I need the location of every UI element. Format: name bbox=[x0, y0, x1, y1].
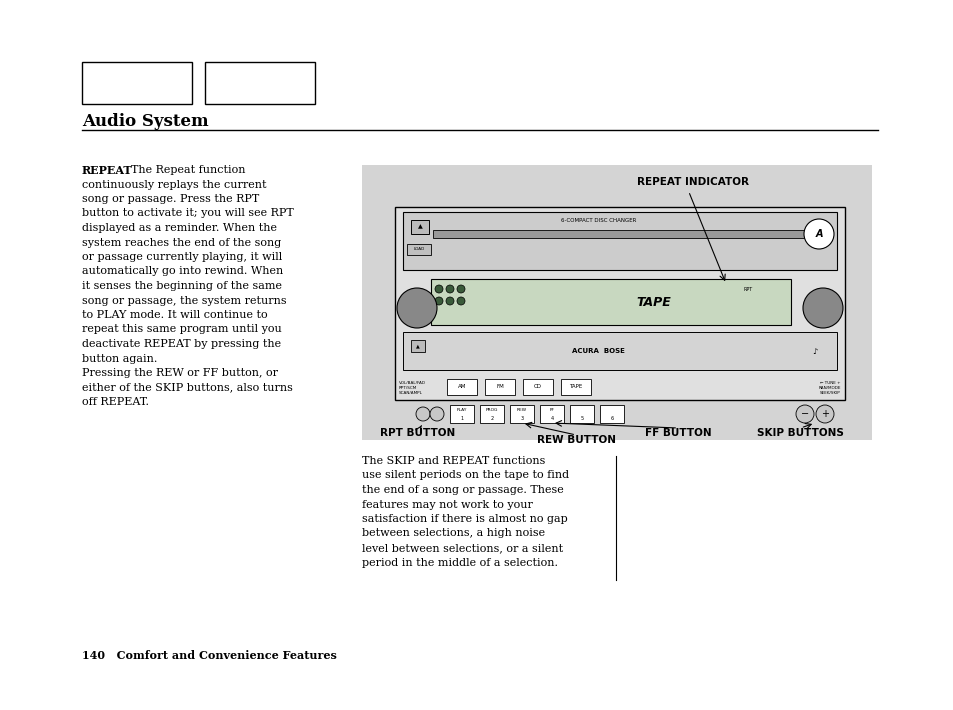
Text: 4: 4 bbox=[550, 415, 553, 420]
Text: song or passage. Press the RPT: song or passage. Press the RPT bbox=[82, 194, 259, 204]
Text: song or passage, the system returns: song or passage, the system returns bbox=[82, 295, 286, 305]
Bar bbox=[402, 212, 836, 270]
Bar bbox=[82, 62, 192, 104]
Text: automatically go into rewind. When: automatically go into rewind. When bbox=[82, 266, 283, 276]
Text: TAPE: TAPE bbox=[569, 385, 582, 390]
Bar bbox=[402, 332, 836, 370]
Bar bbox=[510, 405, 534, 423]
Text: VOL/BAL/FAD
RPT/SCM
SCAN/AMPL: VOL/BAL/FAD RPT/SCM SCAN/AMPL bbox=[398, 381, 426, 395]
Text: system reaches the end of the song: system reaches the end of the song bbox=[82, 238, 281, 248]
Circle shape bbox=[456, 285, 464, 293]
Circle shape bbox=[802, 288, 842, 328]
Text: Audio System: Audio System bbox=[82, 113, 209, 130]
Text: satisfaction if there is almost no gap: satisfaction if there is almost no gap bbox=[361, 514, 567, 524]
Bar bbox=[450, 405, 474, 423]
Circle shape bbox=[416, 407, 430, 421]
Bar bbox=[205, 62, 314, 104]
Text: button to activate it; you will see RPT: button to activate it; you will see RPT bbox=[82, 209, 294, 219]
Text: button again.: button again. bbox=[82, 354, 157, 364]
Text: features may not work to your: features may not work to your bbox=[361, 500, 533, 510]
Text: continuously replays the current: continuously replays the current bbox=[82, 180, 266, 190]
Text: the end of a song or passage. These: the end of a song or passage. These bbox=[361, 485, 563, 495]
Text: ▲: ▲ bbox=[416, 344, 419, 349]
Text: +: + bbox=[821, 409, 828, 419]
Text: FF BUTTON: FF BUTTON bbox=[644, 428, 711, 438]
Text: LOAD: LOAD bbox=[413, 247, 424, 251]
Text: 1: 1 bbox=[460, 415, 463, 420]
Circle shape bbox=[430, 407, 443, 421]
Circle shape bbox=[435, 285, 442, 293]
Bar bbox=[433, 230, 811, 238]
Bar bbox=[569, 405, 594, 423]
Bar bbox=[395, 207, 844, 400]
Text: level between selections, or a silent: level between selections, or a silent bbox=[361, 543, 562, 553]
Circle shape bbox=[815, 405, 833, 423]
Bar bbox=[361, 165, 871, 440]
Text: ♪: ♪ bbox=[811, 346, 817, 356]
Text: 6: 6 bbox=[610, 415, 613, 420]
Bar bbox=[411, 340, 424, 352]
Circle shape bbox=[435, 297, 442, 305]
Text: ACURA  BOSE: ACURA BOSE bbox=[571, 348, 624, 354]
Text: 5: 5 bbox=[579, 415, 583, 420]
Bar bbox=[484, 379, 515, 395]
Text: repeat this same program until you: repeat this same program until you bbox=[82, 324, 281, 334]
Text: 3: 3 bbox=[520, 415, 523, 420]
Bar bbox=[431, 279, 790, 325]
Text: CD: CD bbox=[534, 385, 541, 390]
Circle shape bbox=[446, 285, 454, 293]
Text: REW: REW bbox=[517, 408, 526, 412]
Text: displayed as a reminder. When the: displayed as a reminder. When the bbox=[82, 223, 276, 233]
Circle shape bbox=[396, 288, 436, 328]
Text: REPEAT INDICATOR: REPEAT INDICATOR bbox=[637, 177, 749, 187]
Text: it senses the beginning of the same: it senses the beginning of the same bbox=[82, 281, 282, 291]
Text: use silent periods on the tape to find: use silent periods on the tape to find bbox=[361, 471, 569, 481]
Circle shape bbox=[446, 297, 454, 305]
Text: FF: FF bbox=[549, 408, 554, 412]
Bar bbox=[407, 244, 431, 255]
Text: ▲: ▲ bbox=[417, 224, 422, 229]
Text: Pressing the REW or FF button, or: Pressing the REW or FF button, or bbox=[82, 368, 277, 378]
Text: period in the middle of a selection.: period in the middle of a selection. bbox=[361, 557, 558, 567]
Text: either of the SKIP buttons, also turns: either of the SKIP buttons, also turns bbox=[82, 383, 293, 393]
Bar bbox=[560, 379, 590, 395]
Text: FM: FM bbox=[496, 385, 503, 390]
Text: The Repeat function: The Repeat function bbox=[117, 165, 245, 175]
Circle shape bbox=[456, 297, 464, 305]
Bar bbox=[411, 220, 429, 234]
Text: TAPE: TAPE bbox=[637, 296, 671, 310]
Text: or passage currently playing, it will: or passage currently playing, it will bbox=[82, 252, 282, 262]
Text: between selections, a high noise: between selections, a high noise bbox=[361, 528, 544, 538]
Text: −: − bbox=[801, 409, 808, 419]
Text: A: A bbox=[815, 229, 821, 239]
Bar bbox=[479, 405, 503, 423]
Text: deactivate REPEAT by pressing the: deactivate REPEAT by pressing the bbox=[82, 339, 281, 349]
Text: 140   Comfort and Convenience Features: 140 Comfort and Convenience Features bbox=[82, 650, 336, 661]
Text: RPT BUTTON: RPT BUTTON bbox=[379, 428, 455, 438]
Bar bbox=[539, 405, 563, 423]
Text: REPEAT: REPEAT bbox=[82, 165, 132, 176]
Text: 2: 2 bbox=[490, 415, 493, 420]
Bar bbox=[599, 405, 623, 423]
Text: AM: AM bbox=[457, 385, 466, 390]
Bar bbox=[447, 379, 476, 395]
Text: SKIP BUTTONS: SKIP BUTTONS bbox=[757, 428, 843, 438]
Text: RPT: RPT bbox=[742, 287, 752, 292]
Text: REW BUTTON: REW BUTTON bbox=[537, 435, 615, 445]
Text: PROG: PROG bbox=[485, 408, 497, 412]
Bar bbox=[522, 379, 553, 395]
Text: The SKIP and REPEAT functions: The SKIP and REPEAT functions bbox=[361, 456, 545, 466]
Text: PLAY: PLAY bbox=[456, 408, 467, 412]
Text: ← TUNE +
RAN/MODE
SEEK/SKIP: ← TUNE + RAN/MODE SEEK/SKIP bbox=[818, 381, 841, 395]
Text: off REPEAT.: off REPEAT. bbox=[82, 397, 149, 407]
Circle shape bbox=[803, 219, 833, 249]
Text: 6-COMPACT DISC CHANGER: 6-COMPACT DISC CHANGER bbox=[560, 218, 636, 223]
Text: to PLAY mode. It will continue to: to PLAY mode. It will continue to bbox=[82, 310, 268, 320]
Circle shape bbox=[795, 405, 813, 423]
